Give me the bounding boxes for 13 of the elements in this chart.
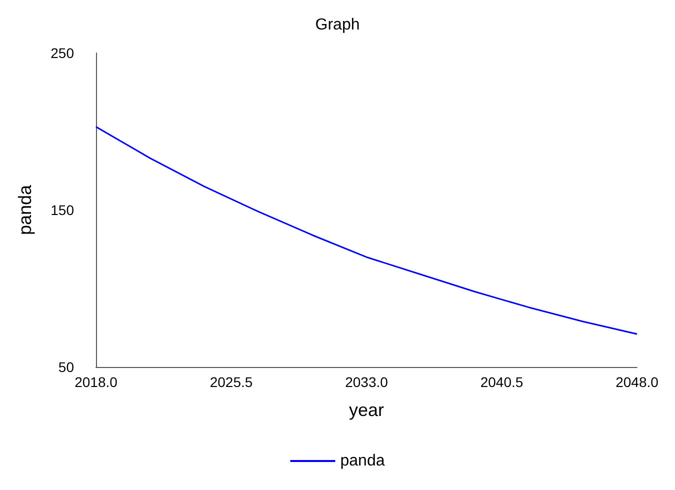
x-tick-label: 2048.0 (616, 374, 659, 390)
y-tick-label: 50 (58, 359, 74, 375)
y-axis-title: panda (15, 184, 35, 236)
x-tick-label: 2025.5 (210, 374, 253, 390)
y-tick-label: 250 (50, 45, 74, 61)
y-tick-label: 150 (50, 202, 74, 218)
x-tick-label: 2018.0 (74, 374, 118, 390)
x-tick-label: 2033.0 (345, 374, 388, 390)
x-axis-title: year (348, 400, 384, 420)
chart-title: Graph (315, 16, 360, 34)
legend-label: panda (340, 452, 385, 470)
x-tick-label: 2040.5 (480, 374, 524, 390)
line-series (95, 126, 638, 335)
